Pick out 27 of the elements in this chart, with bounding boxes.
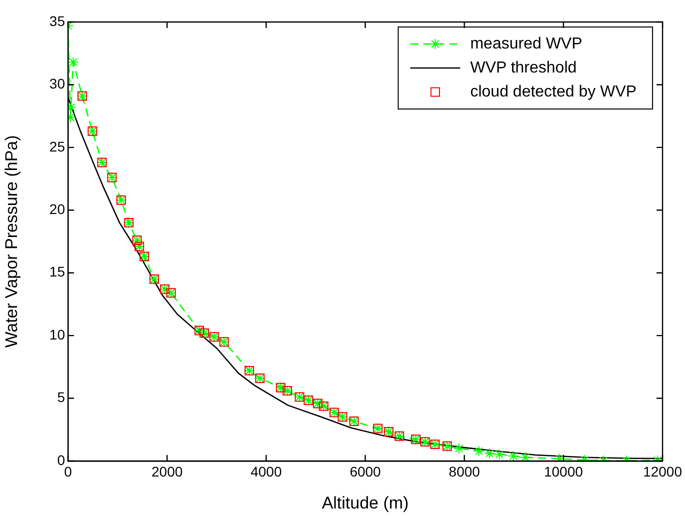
y-tick-label: 30 <box>49 76 66 92</box>
x-tick-label: 12000 <box>643 463 682 480</box>
x-tick-label: 2000 <box>152 463 183 480</box>
point <box>473 446 484 457</box>
point <box>508 450 519 461</box>
y-tick-label: 25 <box>49 138 66 154</box>
legend-label: measured WVP <box>470 35 582 52</box>
legend-label: WVP threshold <box>470 59 577 76</box>
x-tick-label: 6000 <box>350 463 382 480</box>
y-tick-label: 0 <box>57 452 66 468</box>
x-tick-label: 8000 <box>448 463 480 480</box>
y-tick-label: 5 <box>57 389 66 406</box>
line-series <box>68 22 663 461</box>
point <box>68 56 79 68</box>
point <box>494 448 505 460</box>
point <box>520 452 531 461</box>
x-tick-label: 4000 <box>250 463 282 480</box>
x-axis-title: Altitude (m) <box>322 493 409 512</box>
y-tick-label: 10 <box>49 326 66 342</box>
y-tick-label: 35 <box>49 12 66 29</box>
point <box>484 448 495 459</box>
y-tick-label: 20 <box>49 201 66 217</box>
y-tick-label: 15 <box>49 264 66 280</box>
x-tick-label: 10000 <box>544 463 584 480</box>
y-axis-title: Water Vapor Pressure (hPa) <box>2 135 21 348</box>
point <box>454 442 465 454</box>
legend-label: cloud detected by WVP <box>470 83 637 100</box>
